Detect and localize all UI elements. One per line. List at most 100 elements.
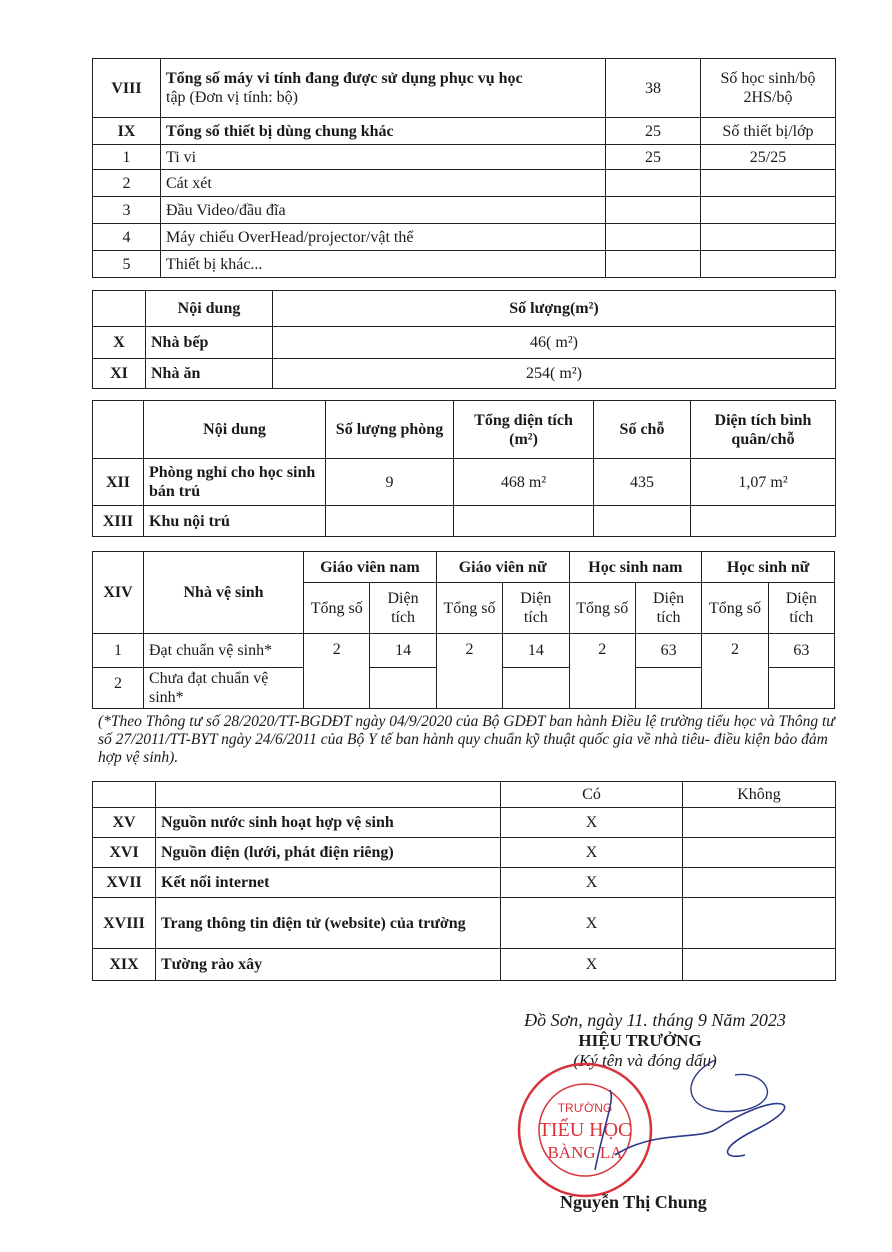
row-no xyxy=(682,837,836,868)
table-header: XIV Nhà vệ sinh Giáo viên nam Giáo viên … xyxy=(92,551,835,634)
row-value xyxy=(605,169,701,197)
cell-value: 2 xyxy=(435,633,504,709)
row-label: Ti vi xyxy=(160,144,606,170)
row-label: Tổng số máy vi tính đang được sử dụng ph… xyxy=(160,58,606,118)
row-label: Chưa đạt chuẩn vệ sinh* xyxy=(143,667,304,709)
sub-area: Diện tích xyxy=(767,582,836,634)
row-yes: X xyxy=(500,867,683,898)
cell-value: 14 xyxy=(502,633,570,668)
stamp-line: TIỂU HỌC xyxy=(539,1117,632,1141)
table-row: XVIII Trang thông tin điện tử (website) … xyxy=(92,897,836,949)
row-ratio xyxy=(700,250,836,278)
row-id: 2 xyxy=(92,169,161,197)
table-header: Nội dung Số lượng phòng Tổng diện tích (… xyxy=(92,400,836,459)
cell-value xyxy=(502,667,570,709)
row-rooms: 9 xyxy=(325,458,454,506)
sub-total: Tổng số xyxy=(302,582,371,634)
table-row: 1 Đạt chuẩn vệ sinh* 2 14 2 14 2 63 2 63 xyxy=(92,633,836,709)
row-yes: X xyxy=(500,897,683,949)
stamp-line: BÀNG LA xyxy=(547,1143,623,1162)
ratio-header: Số học sinh/bộ xyxy=(720,70,816,87)
row-label: Kết nối internet xyxy=(155,867,501,898)
row-avg xyxy=(690,505,836,537)
row-yes: X xyxy=(500,837,683,868)
row-label: Khu nội trú xyxy=(143,505,326,537)
table-row: VIII Tổng số máy vi tính đang được sử dụ… xyxy=(92,58,836,118)
table-row: X Nhà bếp 46( m²) xyxy=(92,326,836,359)
table-header: Nội dung Số lượng(m²) xyxy=(92,290,836,327)
row-id: XI xyxy=(92,358,146,389)
row-value xyxy=(605,250,701,278)
header-content: Nội dung xyxy=(143,400,326,459)
row-id: XIV xyxy=(92,551,144,634)
row-no xyxy=(682,867,836,898)
row-ratio: Số thiết bị/lớp xyxy=(700,117,836,145)
row-id: XVI xyxy=(92,837,156,868)
header-yes: Có xyxy=(500,781,683,808)
signature-block: Đồ Sơn, ngày 11. tháng 9 Năm 2023 HIỆU T… xyxy=(470,1010,840,1071)
header-area: Tổng diện tích (m²) xyxy=(453,400,594,459)
empty-cell xyxy=(155,781,501,808)
row-id: VIII xyxy=(92,58,161,118)
header-seats: Số chỗ xyxy=(593,400,691,459)
stamp-line: TRƯỜNG xyxy=(558,1100,613,1115)
cell-value: 2 xyxy=(302,633,371,709)
row-yes: X xyxy=(500,807,683,838)
cell-value xyxy=(634,667,703,709)
row-id: 2 xyxy=(92,667,144,709)
sub-area: Diện tích xyxy=(369,582,437,634)
header-no: Không xyxy=(682,781,836,808)
sub-total: Tổng số xyxy=(435,582,504,634)
toilets-table: XIV Nhà vệ sinh Giáo viên nam Giáo viên … xyxy=(92,551,836,709)
handwritten-signature xyxy=(594,1089,786,1171)
label-bold: Tổng số máy vi tính đang được sử dụng ph… xyxy=(166,70,523,87)
group-header: Giáo viên nữ xyxy=(435,551,570,583)
row-id: 1 xyxy=(92,144,161,170)
school-stamp: TRƯỜNG TIỂU HỌC BÀNG LA xyxy=(517,1060,786,1198)
row-value: 46( m²) xyxy=(272,326,836,359)
stamp-outer-ring xyxy=(517,1062,653,1198)
cell-value: 2 xyxy=(701,633,769,709)
sub-area: Diện tích xyxy=(502,582,570,634)
row-label: Tường rào xây xyxy=(155,948,501,981)
kitchen-table: Nội dung Số lượng(m²) X Nhà bếp 46( m²) … xyxy=(92,290,836,389)
cell-value xyxy=(767,667,836,709)
row-id: 5 xyxy=(92,250,161,278)
row-area xyxy=(453,505,594,537)
utilities-table: Có Không XV Nguồn nước sinh hoạt hợp vệ … xyxy=(92,781,836,981)
table-row: 2 Chưa đạt chuẩn vệ sinh* xyxy=(92,667,836,709)
row-label: Nhà ăn xyxy=(145,358,273,389)
row-yes: X xyxy=(500,948,683,981)
group-header: Giáo viên nam xyxy=(303,551,437,583)
row-value: 25 xyxy=(605,117,701,145)
row-label: Đạt chuẩn vệ sinh* xyxy=(143,633,304,668)
row-value: 254( m²) xyxy=(272,358,836,389)
row-label: Nguồn nước sinh hoạt hợp vệ sinh xyxy=(155,807,501,838)
row-label: Nguồn điện (lưới, phát điện riêng) xyxy=(155,837,501,868)
row-label: Thiết bị khác... xyxy=(160,250,606,278)
row-label: Nhà bếp xyxy=(145,326,273,359)
row-no xyxy=(682,948,836,981)
header-avg: Diện tích bình quân/chỗ xyxy=(690,400,836,459)
row-id: IX xyxy=(92,117,161,145)
table-row: XII Phòng nghỉ cho học sinh bán trú 9 46… xyxy=(92,458,836,506)
signature-subtitle: (Ký tên và đóng dấu) xyxy=(573,1051,717,1070)
row-id: XIII xyxy=(92,505,144,537)
cell-value: 63 xyxy=(767,633,836,668)
row-id: XV xyxy=(92,807,156,838)
row-avg: 1,07 m² xyxy=(690,458,836,506)
table-row: 4 Máy chiếu OverHead/projector/vật thể xyxy=(92,223,836,251)
group-header: Học sinh nữ xyxy=(701,551,835,583)
row-id: XVII xyxy=(92,867,156,898)
cell-value: 2 xyxy=(568,633,636,709)
ratio-value: 2HS/bộ xyxy=(743,89,793,106)
signature-loop xyxy=(690,1060,768,1113)
row-label: Phòng nghỉ cho học sinh bán trú xyxy=(143,458,326,506)
table-row: XIX Tường rào xây X xyxy=(92,948,836,981)
row-seats xyxy=(593,505,691,537)
header-content: Nội dung xyxy=(145,290,273,327)
table-header: Có Không xyxy=(92,781,836,808)
row-ratio: Số học sinh/bộ 2HS/bộ xyxy=(700,58,836,118)
row-area: 468 m² xyxy=(453,458,594,506)
signer-name: Nguyễn Thị Chung xyxy=(560,1192,707,1212)
